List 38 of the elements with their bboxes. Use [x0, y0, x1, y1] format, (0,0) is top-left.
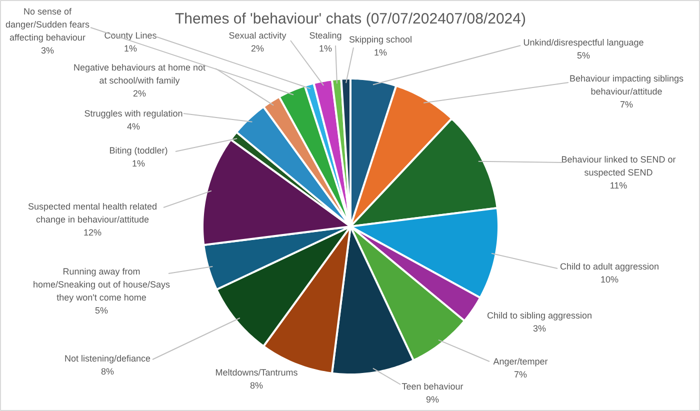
data-label: 5%	[94, 306, 108, 316]
data-label: 1%	[374, 48, 388, 58]
slice-label: Struggles with regulation	[84, 108, 183, 118]
slice-label: Running away from home/Sneaking out of house/Says they won't come home	[32, 266, 171, 302]
slice-label: Anger/temper	[493, 356, 548, 366]
data-label: 1%	[318, 44, 332, 54]
data-label: 8%	[250, 380, 264, 390]
slice-label: Behaviour impacting siblings behaviour/attitude	[569, 74, 684, 96]
data-label: 3%	[40, 46, 54, 56]
data-label: 1%	[132, 158, 146, 168]
slice-label: Behaviour linked to SEND or suspected SEND	[561, 154, 676, 178]
data-label: 2%	[132, 88, 146, 98]
slice-label: Negative behaviours at home not at school/with family	[73, 62, 206, 86]
data-label: 1%	[124, 44, 138, 54]
data-label: 5%	[576, 50, 590, 60]
data-label: 7%	[620, 100, 634, 110]
slice-label: Suspected mental health related change in behaviour/attitude	[28, 202, 158, 224]
data-label: 11%	[610, 180, 628, 190]
slice-label: No sense of danger/Sudden fears affecting behaviour	[5, 6, 90, 42]
slice-label: Not listening/defiance	[64, 354, 151, 364]
data-label: 9%	[426, 394, 440, 404]
slice-label: Stealing	[309, 30, 342, 40]
slice-label: Biting (toddler)	[109, 146, 168, 156]
data-label: 3%	[532, 324, 546, 334]
slice-label: Meltdowns/Tantrums	[215, 368, 298, 378]
slice-label: Teen behaviour	[402, 382, 464, 392]
slice-label: Unkind/disrespectful language	[523, 38, 644, 48]
data-label: 4%	[126, 122, 140, 132]
slice-label: Skipping school	[348, 34, 412, 44]
slice-label: Sexual activity	[228, 30, 287, 40]
data-label: 7%	[514, 370, 528, 380]
slice-label: Child to adult aggression	[560, 262, 660, 272]
data-label: 2%	[250, 44, 264, 54]
data-label: 10%	[600, 274, 619, 284]
data-label: 12%	[83, 228, 102, 238]
slice-label: Child to sibling aggression	[486, 310, 592, 320]
chart-title: Themes of 'behaviour' chats (07/07/202407/08/2024)	[175, 10, 526, 28]
data-label: 8%	[100, 366, 114, 376]
